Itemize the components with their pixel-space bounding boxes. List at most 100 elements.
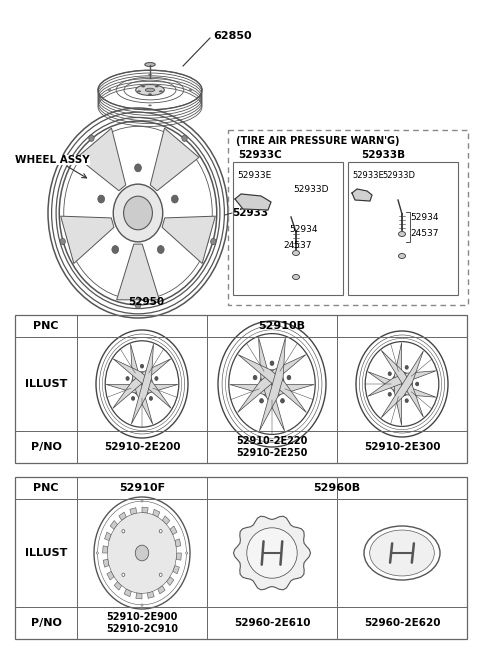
Ellipse shape [149, 105, 151, 106]
Polygon shape [230, 384, 314, 394]
Ellipse shape [145, 62, 155, 67]
Polygon shape [107, 571, 114, 580]
Text: 52933E: 52933E [237, 170, 271, 179]
Ellipse shape [132, 372, 152, 396]
Text: 52910B: 52910B [259, 321, 305, 331]
Polygon shape [238, 355, 306, 413]
Polygon shape [170, 526, 177, 534]
Text: P/NO: P/NO [31, 442, 61, 452]
Text: 52960B: 52960B [313, 483, 360, 493]
Polygon shape [60, 216, 114, 263]
Polygon shape [381, 350, 423, 417]
Text: 52960-2E610: 52960-2E610 [234, 618, 310, 628]
Ellipse shape [416, 382, 419, 386]
Ellipse shape [392, 372, 412, 396]
Ellipse shape [171, 195, 178, 203]
Ellipse shape [135, 302, 141, 309]
Ellipse shape [141, 604, 143, 606]
Ellipse shape [155, 86, 158, 87]
Polygon shape [77, 128, 126, 191]
Polygon shape [381, 351, 423, 418]
Ellipse shape [266, 377, 278, 391]
Ellipse shape [112, 246, 119, 253]
Ellipse shape [98, 195, 105, 203]
Polygon shape [176, 553, 181, 560]
Ellipse shape [96, 552, 98, 554]
Ellipse shape [292, 274, 300, 280]
Polygon shape [103, 559, 109, 567]
Ellipse shape [126, 377, 129, 381]
Ellipse shape [398, 231, 406, 236]
Polygon shape [106, 384, 178, 393]
Polygon shape [130, 508, 137, 515]
Text: (TIRE AIR PRESSURE WARN'G): (TIRE AIR PRESSURE WARN'G) [236, 136, 399, 146]
Polygon shape [235, 194, 271, 210]
Polygon shape [131, 344, 153, 424]
Ellipse shape [149, 396, 153, 400]
Text: ILLUST: ILLUST [25, 548, 67, 558]
Polygon shape [368, 371, 436, 397]
Polygon shape [103, 546, 108, 553]
Ellipse shape [159, 91, 162, 92]
Ellipse shape [397, 378, 407, 390]
Polygon shape [259, 337, 285, 431]
Polygon shape [158, 586, 165, 594]
Polygon shape [173, 565, 180, 574]
Ellipse shape [132, 396, 135, 400]
Text: P/NO: P/NO [31, 618, 61, 628]
Text: PNC: PNC [33, 321, 59, 331]
Ellipse shape [281, 399, 284, 403]
Ellipse shape [260, 399, 264, 403]
Polygon shape [153, 510, 160, 517]
Ellipse shape [287, 375, 291, 380]
Polygon shape [395, 343, 402, 425]
Ellipse shape [370, 530, 434, 576]
Ellipse shape [159, 529, 162, 533]
Text: 52960-2E620: 52960-2E620 [364, 618, 440, 628]
Polygon shape [147, 591, 154, 599]
Ellipse shape [138, 91, 141, 92]
Text: 52933C: 52933C [238, 150, 282, 160]
Polygon shape [117, 244, 159, 300]
Polygon shape [114, 582, 122, 590]
Ellipse shape [388, 392, 391, 396]
Polygon shape [162, 216, 216, 263]
Text: 52910-2E900
52910-2C910: 52910-2E900 52910-2C910 [106, 612, 178, 634]
Polygon shape [167, 576, 174, 586]
Ellipse shape [149, 74, 151, 75]
Text: 52933D: 52933D [382, 170, 415, 179]
Polygon shape [175, 539, 181, 547]
Text: 52933E: 52933E [352, 170, 384, 179]
Ellipse shape [186, 552, 188, 554]
Ellipse shape [211, 238, 216, 245]
Text: 52933: 52933 [232, 208, 268, 218]
Polygon shape [259, 337, 286, 431]
Ellipse shape [124, 196, 153, 230]
Polygon shape [162, 516, 170, 525]
Polygon shape [142, 507, 148, 513]
Ellipse shape [89, 135, 94, 141]
Ellipse shape [405, 365, 408, 369]
Polygon shape [124, 589, 132, 597]
Ellipse shape [137, 378, 147, 390]
Ellipse shape [253, 375, 257, 380]
Text: ILLUST: ILLUST [25, 379, 67, 389]
Polygon shape [132, 344, 154, 424]
Text: 52950: 52950 [128, 297, 164, 307]
Polygon shape [105, 532, 111, 540]
Text: 24537: 24537 [410, 229, 439, 238]
Text: 24537: 24537 [283, 242, 312, 250]
Ellipse shape [135, 545, 149, 561]
Text: 52934: 52934 [289, 225, 317, 234]
Ellipse shape [182, 135, 187, 141]
Ellipse shape [405, 399, 408, 402]
Polygon shape [368, 371, 436, 396]
Polygon shape [119, 512, 126, 520]
Text: 52933B: 52933B [361, 150, 405, 160]
Text: 52910-2E300: 52910-2E300 [364, 442, 440, 452]
Ellipse shape [157, 246, 164, 253]
Text: 52910F: 52910F [119, 483, 165, 493]
Ellipse shape [148, 94, 152, 95]
Ellipse shape [108, 513, 177, 593]
Ellipse shape [140, 364, 144, 368]
